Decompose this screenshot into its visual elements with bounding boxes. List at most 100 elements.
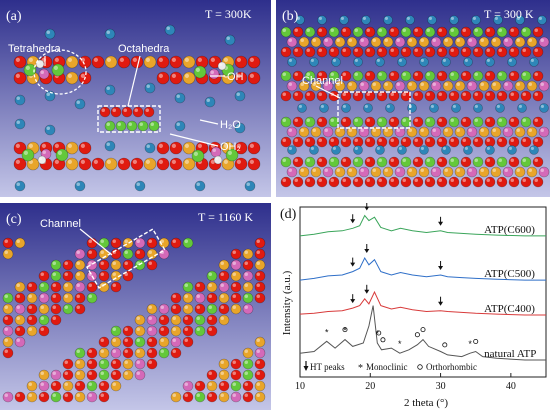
silicon-atom-highlight	[312, 38, 316, 42]
aluminium-atom	[158, 303, 170, 315]
magnesium-atom	[86, 380, 98, 392]
oxygen-atom	[110, 281, 122, 293]
temperature-b: T = 300 K	[484, 7, 534, 21]
magnesium-atom	[182, 237, 194, 249]
silicon-atom	[26, 292, 38, 304]
water-molecule-highlight	[530, 58, 534, 62]
oxygen-atom	[38, 391, 50, 403]
oxygen-atom	[532, 46, 544, 58]
oxygen-atom-highlight	[232, 250, 236, 254]
oxygen-atom-highlight	[390, 72, 394, 76]
aluminium-atom-highlight	[136, 239, 140, 243]
oxygen-atom-highlight	[306, 28, 310, 32]
orthorhombic-marker-icon	[417, 364, 423, 370]
magnesium-atom	[242, 369, 254, 381]
oxygen-atom	[98, 391, 110, 403]
oxygen-atom-highlight	[510, 158, 514, 162]
silicon-atom-highlight	[324, 128, 328, 132]
series-line-2	[299, 290, 546, 316]
oxygen-atom	[14, 391, 26, 403]
oxygen-atom-highlight	[171, 143, 176, 148]
oxygen-atom-highlight	[160, 316, 164, 320]
water-molecule	[144, 142, 156, 154]
silicon-atom-highlight	[300, 128, 304, 132]
oxygen-atom	[86, 358, 98, 370]
oxygen-atom-highlight	[498, 158, 502, 162]
oxygen-atom	[62, 259, 74, 271]
silicon-atom	[242, 347, 254, 359]
oxygen-atom-highlight	[249, 159, 254, 164]
water-molecule-highlight	[494, 16, 498, 20]
oxygen-atom-highlight	[54, 57, 60, 63]
x-tick-label: 30	[436, 381, 446, 392]
silicon-atom-highlight	[336, 128, 340, 132]
oxygen-atom-highlight	[64, 393, 68, 397]
water-molecule-highlight	[420, 58, 424, 62]
magnesium-atom	[62, 303, 74, 315]
oxygen-atom	[496, 136, 508, 148]
octahedra-arrow	[127, 55, 141, 107]
oxygen-atom-highlight	[414, 28, 418, 32]
oxygen-atom	[104, 55, 118, 69]
aluminium-atom-highlight	[88, 393, 92, 397]
silicon-atom-highlight	[220, 393, 224, 397]
oxygen-atom	[388, 116, 400, 128]
oxygen-atom	[472, 176, 484, 188]
silicon-atom	[322, 36, 334, 48]
oxygen-atom	[86, 281, 98, 293]
silicon-atom	[346, 36, 358, 48]
ht-peak-arrowhead	[350, 262, 356, 267]
oxygen-atom	[436, 156, 448, 168]
oxygen-atom-highlight	[210, 57, 215, 63]
oxygen-atom-highlight	[378, 28, 382, 32]
oxygen-atom-highlight	[390, 138, 394, 142]
panel-letter-b: (b)	[282, 9, 299, 24]
oxygen-atom-highlight	[4, 316, 8, 320]
aluminium-atom-highlight	[232, 393, 236, 397]
silicon-atom-highlight	[172, 393, 176, 397]
silicon-atom-highlight	[540, 168, 544, 172]
magnesium-atom-highlight	[195, 67, 200, 72]
oxygen-atom	[424, 70, 436, 82]
oxygen-atom-highlight	[306, 48, 310, 52]
water-molecule	[104, 140, 116, 152]
temperature-c: T = 1160 K	[198, 210, 253, 224]
aluminium-atom	[74, 248, 86, 260]
oxygen-atom-highlight	[402, 138, 406, 142]
series-labels: ATP(C600) ATP(C500) ATP(C400) natural ATP	[484, 224, 536, 360]
oxygen-atom	[376, 90, 388, 102]
silicon-atom	[358, 80, 370, 92]
silicon-atom	[14, 314, 26, 326]
atoms-group-a	[13, 24, 261, 192]
octahedra-label: Octahedra	[118, 43, 170, 55]
oxygen-atom-highlight	[80, 73, 85, 78]
oxygen-atom-highlight	[15, 143, 20, 148]
oxygen-atom	[218, 380, 230, 392]
water-molecule-highlight	[386, 104, 390, 109]
oxygen-atom-highlight	[534, 28, 538, 32]
oxygen-atom-highlight	[232, 360, 236, 364]
ht-peak-arrowhead	[364, 249, 370, 253]
oxygen-atom	[50, 303, 62, 315]
oxygen-atom-highlight	[438, 178, 442, 182]
water-molecule-highlight	[474, 104, 478, 109]
series-line-3	[299, 305, 546, 361]
oxygen-atom	[292, 26, 304, 38]
oxygen-atom	[316, 136, 328, 148]
ht-peak-arrowhead	[438, 221, 444, 226]
oxygen-atom-highlight	[158, 57, 163, 63]
oxygen-atom	[472, 116, 484, 128]
magnesium-atom	[55, 148, 69, 162]
silicon-atom-highlight	[136, 349, 140, 353]
magnesium-atom-highlight	[53, 65, 59, 70]
hydrogen-atom	[213, 155, 223, 165]
magnesium-atom	[51, 63, 65, 77]
silicon-atom-highlight	[420, 168, 424, 172]
oxygen-atom-highlight	[223, 159, 228, 164]
oxygen-atom	[13, 55, 27, 69]
magnesium-atom-highlight	[124, 250, 128, 254]
oxygen-atom-highlight	[354, 72, 358, 76]
oxygen-atom-highlight	[52, 316, 56, 320]
oxygen-atom-highlight	[101, 108, 105, 112]
oxygen-atom	[328, 116, 340, 128]
